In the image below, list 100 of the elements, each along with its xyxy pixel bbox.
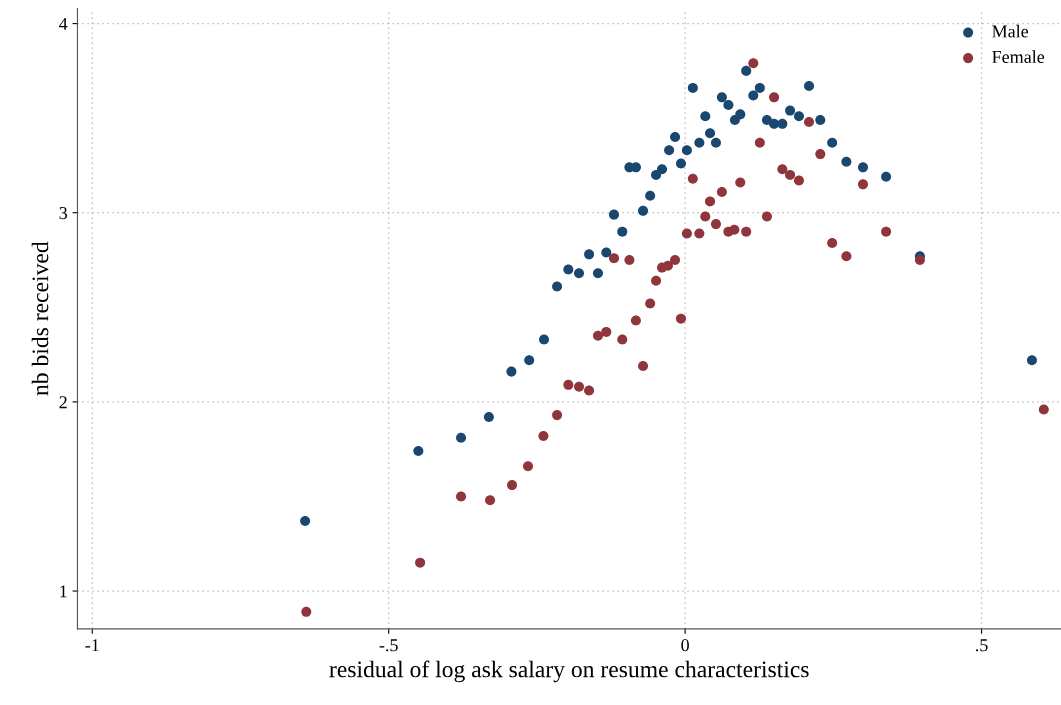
point — [761, 115, 772, 126]
point — [694, 137, 705, 148]
point — [841, 251, 852, 262]
y-tick-label: 4 — [59, 17, 68, 30]
point — [815, 149, 826, 160]
point — [584, 385, 595, 396]
point — [670, 132, 681, 143]
point — [857, 162, 868, 173]
point — [694, 228, 705, 239]
point — [723, 99, 734, 110]
point — [754, 137, 765, 148]
point — [415, 557, 426, 568]
point — [413, 446, 424, 457]
point — [769, 92, 780, 103]
point — [705, 196, 716, 207]
point — [681, 228, 692, 239]
point — [552, 410, 563, 421]
point — [523, 461, 534, 472]
point — [538, 430, 549, 441]
point — [539, 334, 550, 345]
point — [857, 179, 868, 190]
point — [662, 260, 673, 271]
point — [741, 65, 752, 76]
point — [456, 432, 467, 443]
point — [804, 116, 815, 127]
point — [638, 360, 649, 371]
point — [827, 237, 838, 249]
x-tick-label: 0 — [681, 639, 689, 652]
point — [735, 177, 746, 188]
point — [563, 264, 574, 275]
point — [552, 281, 563, 292]
point — [617, 334, 628, 345]
point — [748, 58, 759, 69]
x-tick-label: -.5 — [379, 639, 398, 652]
point — [524, 355, 535, 366]
point — [785, 169, 796, 180]
point — [592, 330, 603, 341]
point — [761, 211, 772, 222]
point — [777, 164, 788, 175]
point — [456, 491, 467, 502]
point — [681, 145, 692, 156]
point — [735, 109, 746, 120]
point — [716, 92, 727, 103]
point — [506, 366, 517, 377]
point — [741, 226, 752, 237]
point — [705, 128, 716, 139]
point — [687, 82, 698, 93]
point — [624, 255, 635, 266]
point — [638, 205, 649, 216]
point — [827, 137, 838, 148]
point — [608, 253, 619, 264]
x-tick-label: -1 — [85, 639, 99, 652]
point — [651, 275, 662, 286]
point — [881, 171, 892, 182]
point — [710, 219, 721, 230]
point — [601, 326, 612, 337]
point — [804, 81, 815, 92]
point — [563, 379, 574, 390]
point — [785, 105, 796, 116]
point — [1026, 355, 1037, 366]
point — [592, 268, 603, 279]
point — [645, 298, 656, 309]
point — [748, 90, 759, 101]
point — [608, 209, 619, 220]
point — [777, 118, 788, 129]
point — [769, 118, 780, 129]
point — [881, 226, 892, 237]
point — [664, 145, 675, 156]
point — [710, 137, 721, 148]
x-axis-title: residual of log ask salary on resume characteristics — [329, 660, 809, 683]
y-tick-label: 3 — [59, 207, 68, 220]
y-axis-title: nb bids received — [31, 241, 49, 396]
point — [630, 315, 641, 326]
point — [485, 495, 496, 506]
point — [700, 211, 711, 222]
point — [483, 412, 494, 423]
legend-label: Female — [992, 50, 1045, 64]
point — [584, 249, 595, 260]
point — [617, 226, 628, 237]
legend-label: Male — [992, 24, 1029, 38]
x-tick-label: .5 — [975, 639, 988, 652]
point — [793, 111, 804, 122]
point — [301, 606, 312, 617]
y-tick-label: 2 — [59, 396, 67, 409]
point — [574, 381, 585, 392]
point — [574, 268, 585, 279]
y-tick-label: 1 — [60, 585, 67, 598]
point — [716, 186, 727, 197]
point — [645, 190, 656, 201]
point — [601, 247, 612, 258]
point — [1038, 404, 1049, 415]
point — [675, 313, 686, 324]
point — [793, 175, 804, 186]
point — [729, 224, 740, 235]
point — [687, 173, 698, 184]
point — [657, 164, 668, 175]
point — [815, 115, 826, 126]
point — [651, 169, 662, 180]
point — [841, 156, 852, 167]
point — [914, 255, 925, 266]
